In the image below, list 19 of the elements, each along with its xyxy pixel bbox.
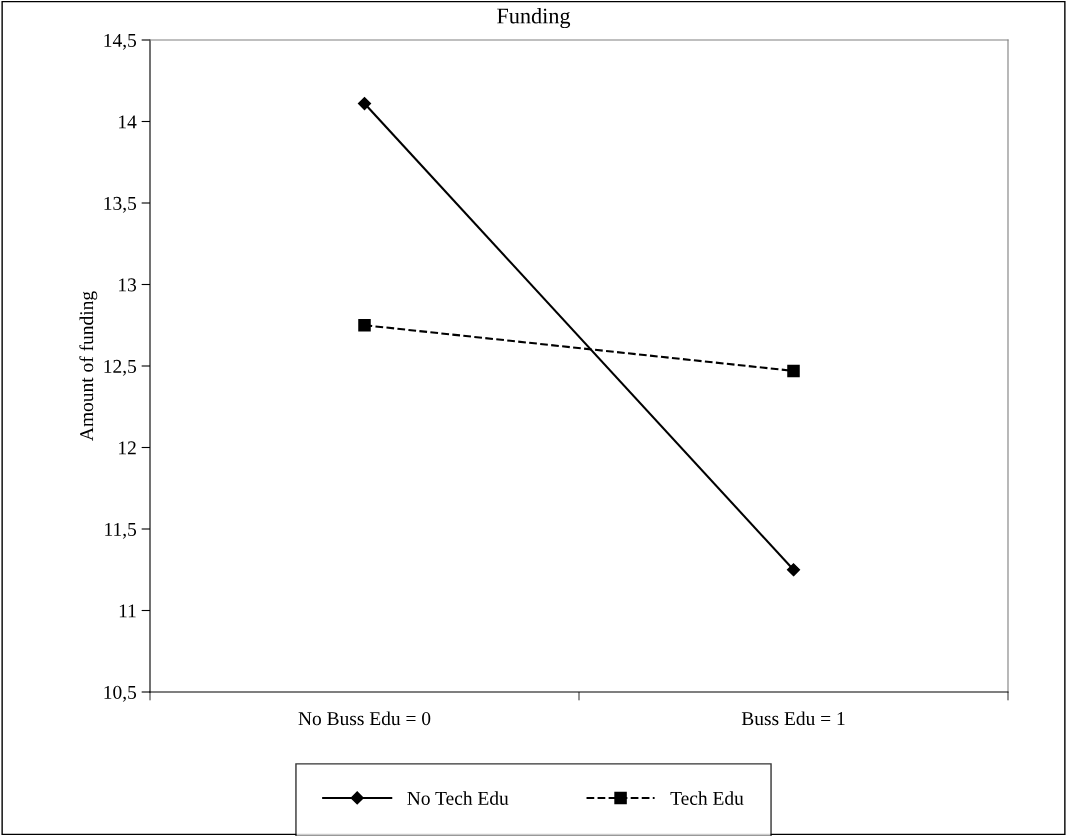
y-axis-title: Amount of funding (79, 291, 98, 441)
x-tick-label: Buss Edu = 1 (741, 711, 845, 726)
y-tick-label: 13 (119, 278, 137, 292)
y-tick-label: 11 (119, 604, 136, 618)
y-tick-label: 13,5 (104, 196, 137, 213)
y-tick-label: 14,5 (104, 33, 137, 50)
point (786, 563, 801, 577)
y-tick-label: 12 (119, 441, 136, 455)
x-tick-label: No Buss Edu = 0 (298, 711, 431, 726)
y-tick-label: 14 (119, 115, 137, 129)
point (358, 318, 371, 332)
legend-label: No Tech Edu (407, 791, 509, 805)
y-tick-label: 10,5 (104, 685, 137, 702)
point (787, 364, 800, 378)
legend-label: Tech Edu (670, 791, 744, 805)
y-tick-label: 11,5 (105, 522, 137, 539)
y-tick-label: 12,5 (104, 359, 137, 376)
point (357, 96, 372, 111)
chart-title: Funding (497, 7, 571, 29)
